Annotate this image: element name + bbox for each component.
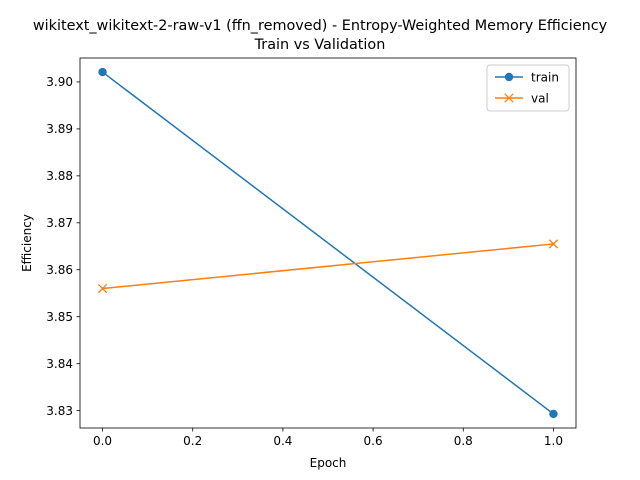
y-tick-label: 3.89: [46, 122, 73, 136]
y-tick-label: 3.84: [46, 357, 73, 371]
legend-marker-val: [504, 93, 514, 103]
y-axis-ticks: 3.83 3.84 3.85 3.86 3.87 3.88 3.89 3.90: [46, 75, 80, 418]
y-tick-label: 3.85: [46, 310, 73, 324]
x-tick-label: 0.8: [454, 434, 473, 448]
chart-title-line1: wikitext_wikitext-2-raw-v1 (ffn_removed)…: [33, 18, 608, 34]
y-tick-label: 3.83: [46, 404, 73, 418]
plot-frame: [79, 57, 577, 429]
x-tick-label: 1.0: [544, 434, 563, 448]
y-tick-label: 3.86: [46, 263, 73, 277]
x-tick-label: 0.2: [183, 434, 202, 448]
legend-marker-train: [504, 72, 514, 82]
series-line-train: [102, 71, 554, 415]
legend: train val: [486, 64, 570, 112]
legend-label-train: train: [531, 70, 559, 84]
x-tick-label: 0.4: [273, 434, 292, 448]
x-tick-label: 0.0: [93, 434, 112, 448]
x-axis-label: Epoch: [310, 456, 347, 470]
y-tick-label: 3.88: [46, 169, 73, 183]
data-point-val: [97, 283, 108, 294]
series-layer: [97, 67, 559, 419]
y-axis-label: Efficiency: [20, 214, 34, 272]
series-line-val: [102, 243, 554, 290]
y-tick-label: 3.87: [46, 216, 73, 230]
x-tick-label: 0.6: [364, 434, 383, 448]
chart-title-line2: Train vs Validation: [254, 37, 386, 53]
data-point-train: [549, 409, 558, 419]
data-point-val: [548, 239, 559, 249]
y-tick-label: 3.90: [46, 75, 73, 89]
legend-label-val: val: [531, 91, 549, 105]
data-point-train: [98, 67, 107, 77]
x-axis-ticks: 0.0 0.2 0.4 0.6 0.8 1.0: [93, 428, 563, 448]
